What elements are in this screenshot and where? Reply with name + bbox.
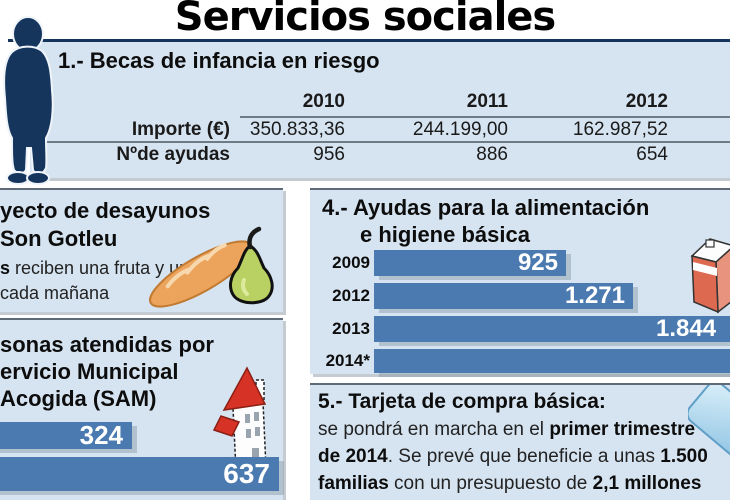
desayunos-bold-fragment: s	[0, 258, 11, 278]
year-label-2009: 2009	[332, 253, 370, 272]
col-header-2010: 2010	[302, 91, 345, 112]
table-row-ayudas: Nºde ayudas 956 886 654	[30, 144, 668, 166]
panel-alimentacion-heading-line1: 4.- Ayudas para la alimentación	[322, 195, 650, 220]
tarjeta-l2b: . Se prevé que beneficie a unas	[387, 446, 661, 467]
child-silhouette-icon	[3, 16, 54, 185]
panel-desayunos: yecto de desayunos Son Gotleu s reciben …	[0, 188, 283, 312]
year-label-2014: 2014*	[325, 351, 370, 370]
milk-carton-icon	[690, 238, 730, 314]
tarjeta-l2a: de 2014	[318, 446, 388, 467]
tarjeta-l3c: 2,1 millones	[592, 473, 702, 494]
col-header-2011: 2011	[466, 91, 508, 112]
ayudas-2011: 886	[476, 144, 508, 165]
panel-desayunos-heading-line2: Son Gotleu	[0, 226, 118, 251]
bread-and-pear-icon	[149, 226, 274, 308]
tarjeta-body: se pondrá en marcha en el primer trimest…	[318, 416, 726, 497]
alimentacion-bar-2014	[374, 349, 730, 373]
alimentacion-bar-2012: 1.271	[374, 282, 633, 309]
panel-sam-heading-line3: Acogida (SAM)	[0, 386, 157, 411]
tarjeta-l2c: 1.500	[660, 446, 708, 467]
shopping-card-icon	[688, 385, 730, 459]
panel-becas: 1.- Becas de infancia en riesgo 2010 201…	[30, 42, 730, 178]
table-rule-top	[240, 116, 730, 118]
tarjeta-l1b: primer trimestre	[549, 419, 696, 440]
sam-bar-637-label: 637	[223, 458, 270, 489]
alimentacion-bar-2013-label: 1.844	[656, 315, 717, 342]
table-header-row: 2010 2011 2012	[30, 91, 668, 113]
panel-sam: sonas atendidas por ervicio Municipal Ac…	[0, 318, 283, 500]
tarjeta-l1a: se pondrá en marcha en el	[318, 419, 550, 440]
row-label-importe: Importe (€)	[131, 119, 230, 140]
panel-tarjeta-heading: 5.- Tarjeta de compra básica:	[318, 390, 606, 413]
panel-alimentacion-heading-line2: e higiene básica	[360, 222, 530, 247]
tarjeta-l3a: familias	[318, 473, 389, 494]
alimentacion-bar-2012-label: 1.271	[564, 282, 625, 309]
importe-2012: 162.987,52	[572, 119, 668, 140]
desayunos-line1-rest: reciben una fruta y un	[10, 258, 190, 278]
panel-tarjeta: 5.- Tarjeta de compra básica: se pondrá …	[310, 383, 730, 500]
panel-desayunos-heading-line1: yecto de desayunos	[0, 198, 211, 223]
tarjeta-l3b: con un presupuesto de	[388, 473, 593, 494]
importe-2010: 350.833,36	[249, 119, 345, 140]
sam-bar-324-label: 324	[79, 420, 123, 450]
panel-alimentacion: 4.- Ayudas para la alimentación e higien…	[310, 188, 730, 374]
year-label-2013: 2013	[332, 319, 370, 338]
desayunos-body-line1: s reciben una fruta y un	[0, 258, 189, 279]
ayudas-2012: 654	[636, 144, 668, 165]
alimentacion-bar-2009: 925	[374, 249, 566, 276]
page-title: Servicios sociales	[174, 0, 556, 40]
title-underline	[8, 39, 730, 42]
sam-bar-637: 637	[0, 457, 279, 491]
row-label-ayudas: Nºde ayudas	[116, 144, 230, 165]
ayudas-2010: 956	[313, 144, 345, 165]
panel-sam-heading-line2: ervicio Municipal	[0, 359, 179, 384]
table-rule-mid	[30, 141, 730, 143]
panel-sam-heading-line1: sonas atendidas por	[0, 332, 214, 357]
desayunos-body-line2: cada mañana	[0, 283, 110, 303]
year-label-2012: 2012	[332, 286, 370, 305]
alimentacion-bar-2009-label: 925	[517, 249, 558, 276]
sam-bar-324: 324	[0, 420, 132, 450]
alimentacion-bar-2013: 1.844	[374, 315, 730, 342]
importe-2011: 244.199,00	[412, 119, 508, 140]
table-row-importe: Importe (€) 350.833,36 244.199,00 162.98…	[30, 119, 668, 141]
panel-becas-heading: 1.- Becas de infancia en riesgo	[58, 48, 380, 73]
col-header-2012: 2012	[625, 91, 668, 112]
